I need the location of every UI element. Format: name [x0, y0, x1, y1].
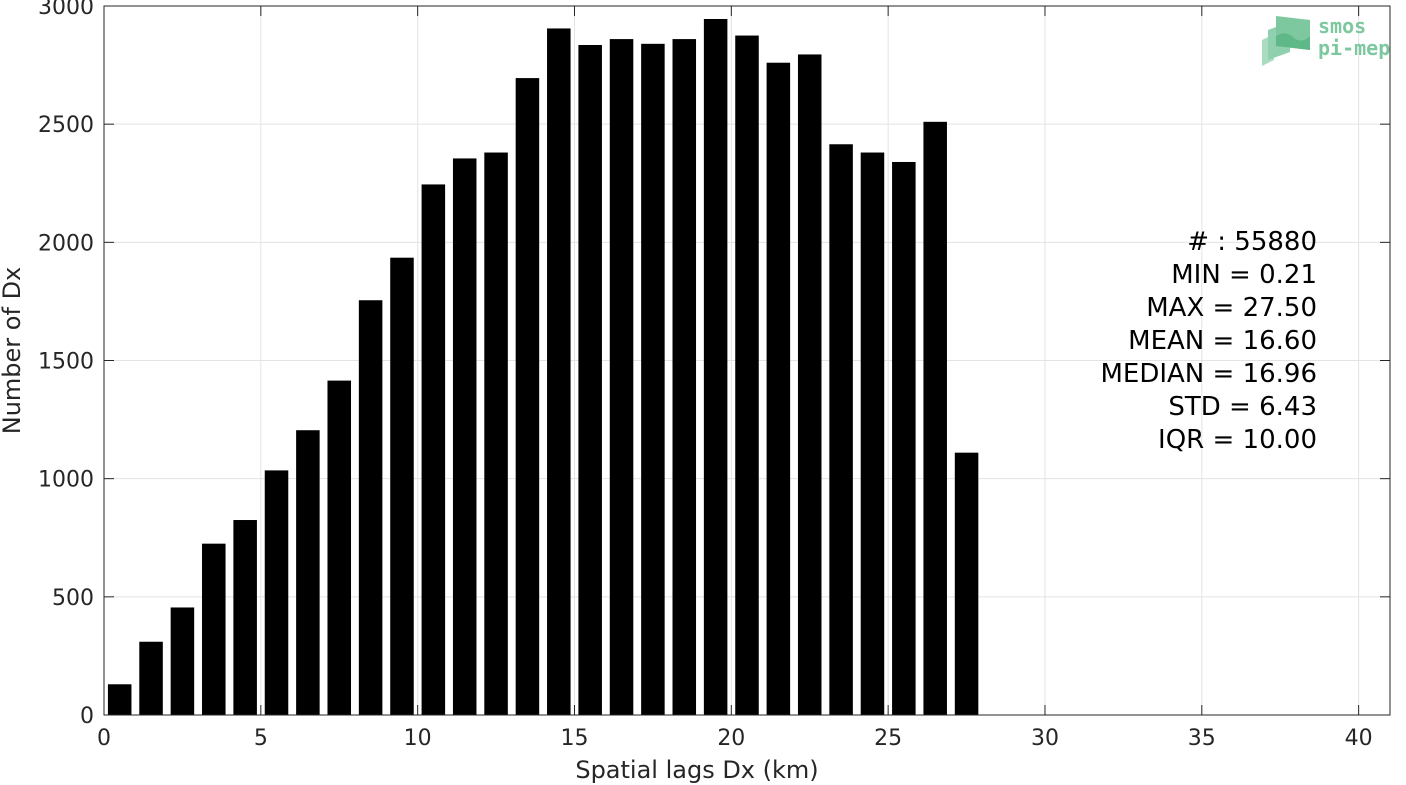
histogram-bar: [107, 684, 132, 715]
histogram-bar: [641, 43, 665, 715]
histogram-bar: [578, 44, 602, 716]
histogram-bar: [954, 452, 979, 715]
y-tick-label: 1500: [38, 350, 94, 375]
histogram-bar: [829, 144, 853, 715]
histogram-bar: [735, 35, 759, 715]
histogram-bar: [484, 152, 508, 715]
x-tick-label: 35: [1188, 726, 1216, 751]
histogram-bar: [327, 380, 352, 715]
stat-line: STD = 6.43: [1168, 392, 1317, 422]
stat-line: MIN = 0.21: [1171, 260, 1317, 290]
histogram-bar: [390, 257, 414, 715]
x-tick-label: 30: [1031, 726, 1059, 751]
histogram-bar: [452, 158, 477, 715]
stat-line: MAX = 27.50: [1146, 293, 1317, 323]
y-tick-label: 1000: [38, 468, 94, 493]
stat-line: MEAN = 16.60: [1128, 326, 1317, 356]
x-tick-label: 0: [97, 726, 111, 751]
histogram-bar: [296, 430, 320, 715]
histogram-bar: [233, 520, 257, 715]
histogram-bar: [515, 78, 540, 715]
histogram-bar: [703, 18, 728, 715]
histogram-bar: [358, 300, 383, 715]
x-tick-label: 40: [1345, 726, 1373, 751]
y-tick-label: 500: [52, 586, 94, 611]
x-tick-label: 20: [717, 726, 745, 751]
logo-text-pi-mep: pi-mep: [1318, 36, 1390, 60]
histogram-bar: [892, 161, 916, 716]
stat-line: # : 55880: [1187, 227, 1317, 257]
histogram-bar: [139, 641, 163, 715]
histogram-bar: [860, 152, 885, 715]
x-tick-label: 10: [404, 726, 432, 751]
x-axis-label: Spatial lags Dx (km): [575, 756, 818, 784]
stat-line: MEDIAN = 16.96: [1100, 359, 1317, 389]
histogram-bar: [264, 470, 289, 715]
x-tick-label: 25: [874, 726, 902, 751]
stat-line: IQR = 10.00: [1158, 425, 1317, 455]
logo-layers-icon: [1262, 16, 1310, 66]
axis-ticks: 0 5 10 15 20 25 30 35 40 0 500 1000 1500 2000 2500 3000: [38, 0, 1390, 751]
logo-text-smos: smos: [1318, 14, 1366, 38]
x-tick-label: 5: [254, 726, 268, 751]
y-tick-label: 0: [80, 704, 94, 729]
histogram-bar: [170, 607, 195, 715]
histogram-bar: [766, 62, 791, 716]
y-tick-label: 2000: [38, 231, 94, 256]
histogram-bar: [547, 28, 571, 716]
y-tick-label: 3000: [38, 0, 94, 20]
histogram-bar: [202, 543, 226, 715]
histogram-bar: [609, 39, 634, 715]
histogram-bar: [672, 39, 697, 715]
x-tick-label: 15: [560, 726, 588, 751]
smos-pi-mep-logo: smos pi-mep: [1262, 14, 1390, 66]
histogram-bar: [923, 121, 947, 715]
histogram-bar: [421, 184, 446, 716]
bars: [107, 18, 979, 716]
y-axis-label: Number of Dx: [0, 267, 26, 434]
histogram-bar: [797, 54, 822, 715]
y-tick-label: 2500: [38, 113, 94, 138]
